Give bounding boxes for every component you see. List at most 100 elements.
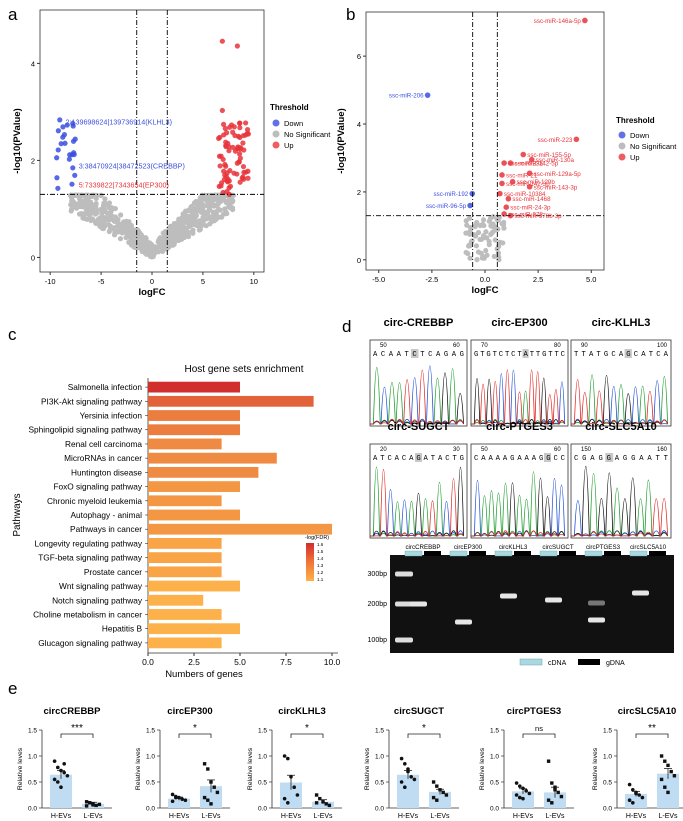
mirna-label: ssc-miR-223: [538, 137, 573, 144]
x-tick-label: 7.5: [280, 657, 292, 667]
panel-label-c: c: [8, 325, 17, 344]
up-point: [232, 132, 238, 139]
chromatogram-title: circ-KLHL3: [592, 317, 651, 329]
ns-point: [180, 212, 186, 218]
mirna-point: [573, 136, 580, 143]
marker-100bp: 100bp: [368, 637, 388, 644]
down-point: [60, 134, 66, 140]
legend-a-down-dot: [272, 119, 280, 127]
y-tick-label: 4: [31, 59, 35, 68]
up-point: [245, 168, 251, 174]
y-tick-label: 1.5: [258, 728, 267, 735]
up-point: [243, 120, 249, 126]
sample-point: [59, 768, 63, 773]
ns-point: [209, 200, 215, 206]
down-point: [67, 152, 73, 158]
sample-point: [438, 788, 442, 792]
bar-plot-title: circPTGES3: [507, 706, 561, 717]
ns-point: [196, 227, 202, 233]
position-end: 60: [453, 343, 460, 349]
ns-point: [130, 226, 136, 233]
mirna-point: [528, 156, 535, 163]
up-point: [219, 38, 225, 44]
group-label: H-EVs: [626, 813, 647, 820]
sample-point: [206, 798, 210, 802]
cdna-lane-marker: [404, 550, 423, 557]
trace-t: [370, 468, 464, 537]
sample-point: [399, 756, 404, 761]
significance-bracket: [290, 733, 324, 738]
trace-t: [571, 498, 668, 537]
pathway-bar: [148, 637, 222, 649]
up-point: [245, 131, 251, 137]
ns-point: [474, 219, 480, 226]
bar-plot-ylabel: Relative leves: [364, 747, 371, 790]
y-tick-label: 1.5: [146, 728, 155, 735]
sample-point: [556, 790, 560, 795]
ns-point: [171, 241, 177, 248]
group-bar: [280, 782, 302, 808]
sample-point: [88, 801, 92, 805]
pcr-band: [410, 601, 427, 607]
ns-point: [171, 228, 177, 234]
sample-point: [318, 796, 322, 801]
legend-a-ns: No Significant: [284, 130, 331, 139]
mirna-point: [501, 211, 507, 217]
bar-plot-title: circSUGCT: [394, 706, 444, 717]
up-point: [244, 127, 251, 133]
mirna-label: ssc-miR-142-3p: [506, 181, 550, 188]
group-label: L-EVs: [83, 813, 103, 820]
group-label: L-EVs: [430, 813, 450, 820]
sample-point: [640, 795, 645, 800]
y-tick-label: 1.0: [258, 754, 267, 761]
ns-point: [188, 222, 194, 229]
x-tick-label: -2.5: [425, 275, 438, 284]
ns-point: [218, 214, 225, 220]
up-point: [217, 163, 223, 169]
down-point: [69, 181, 75, 187]
sample-point: [212, 785, 216, 789]
ns-point: [488, 231, 494, 237]
ns-point: [200, 219, 206, 225]
ns-point: [473, 243, 480, 249]
ns-point: [70, 200, 77, 206]
marker-300bp: 300bp: [368, 571, 388, 578]
group-bar: [50, 774, 72, 808]
y-tick-label: 2: [31, 156, 35, 165]
legend-cdna-swatch: [519, 658, 543, 666]
up-point: [240, 132, 247, 139]
down-point: [70, 165, 76, 171]
sample-point: [518, 784, 522, 788]
pathway-label: Salmonella infection: [68, 382, 143, 392]
down-point: [72, 136, 78, 142]
sequence-text: TTATGCAGCATCA: [574, 351, 669, 359]
down-point: [72, 172, 78, 178]
position-start: 90: [581, 343, 588, 349]
sample-point: [634, 791, 638, 796]
up-point: [237, 120, 243, 126]
sample-point: [514, 781, 519, 785]
trace-t: [571, 379, 668, 425]
up-point: [223, 143, 229, 149]
significance-bracket: [60, 733, 94, 738]
position-end: 160: [657, 447, 668, 453]
mirna-point: [509, 178, 516, 185]
panel-label-b: b: [346, 5, 355, 24]
sample-point: [559, 794, 564, 799]
mirna-label: ssc-miR-129a-5p: [534, 171, 582, 178]
y-tick-label: 0.5: [146, 780, 155, 787]
sample-point: [286, 756, 290, 761]
ns-point: [465, 243, 472, 249]
junction-highlight: [605, 453, 614, 462]
y-tick-label: 0.0: [28, 806, 37, 813]
ns-point: [83, 207, 90, 214]
sample-point: [314, 801, 319, 805]
ns-point: [160, 230, 166, 236]
sample-point: [170, 792, 175, 797]
ns-point: [136, 242, 142, 248]
plot-c-ylabel: Pathways: [12, 493, 23, 536]
mirna-point: [505, 195, 512, 202]
ns-point: [171, 223, 177, 230]
enrichment-bar-chart: Host gene sets enrichment Pathways Salmo…: [12, 364, 341, 680]
ns-point: [494, 246, 500, 252]
